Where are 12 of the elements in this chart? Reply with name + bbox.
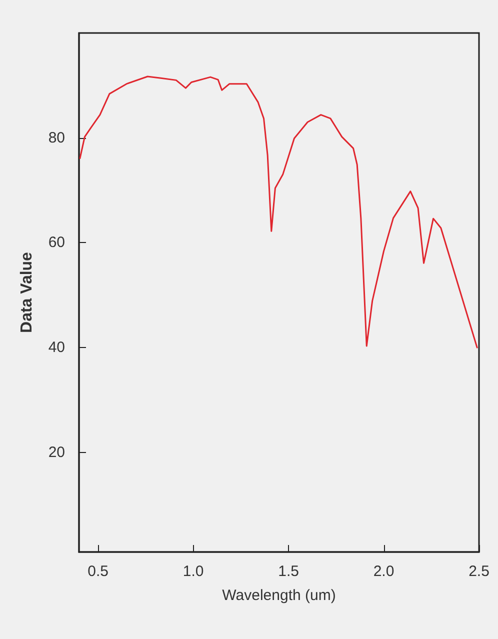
x-axis-title: Wavelength (um) bbox=[222, 587, 336, 604]
line-series bbox=[79, 76, 478, 348]
x-tick-label: 1.5 bbox=[278, 563, 299, 580]
y-tick-label: 80 bbox=[48, 129, 65, 146]
y-tick-label: 20 bbox=[48, 444, 65, 461]
y-axis-title: Data Value bbox=[18, 252, 36, 333]
x-tick-label: 2.5 bbox=[468, 563, 490, 580]
x-tick-label: 0.5 bbox=[88, 563, 108, 580]
x-tick-label: 2.0 bbox=[373, 563, 394, 580]
y-tick-label: 40 bbox=[48, 339, 65, 356]
x-tick-label: 1.0 bbox=[182, 563, 204, 580]
y-tick-label: 60 bbox=[48, 234, 65, 252]
